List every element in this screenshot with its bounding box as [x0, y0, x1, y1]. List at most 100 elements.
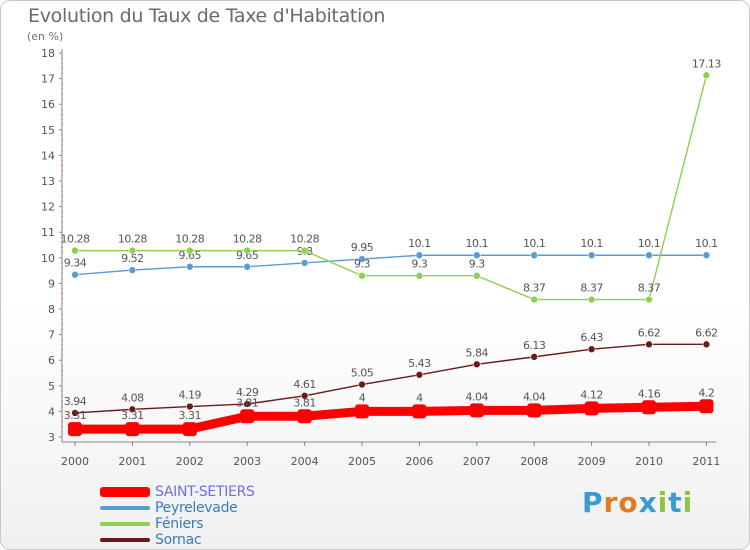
data-point [182, 422, 197, 437]
y-tick-label: 9 [48, 277, 55, 290]
y-tick-label: 17 [41, 73, 55, 86]
data-point [472, 360, 481, 369]
x-tick-label: 2000 [61, 455, 89, 468]
legend-swatch [100, 487, 150, 497]
legend-swatch [100, 522, 150, 526]
data-point [297, 409, 312, 424]
data-label: 10.28 [118, 233, 147, 246]
data-point [128, 266, 137, 274]
data-point [358, 271, 366, 280]
data-label: 4.12 [580, 388, 603, 401]
data-point [186, 246, 194, 255]
data-point [702, 340, 711, 349]
legend-item: Féniers [100, 516, 255, 532]
data-label: 9.95 [351, 241, 374, 254]
chart-legend: SAINT-SETIERS Peyrelevade Féniers Sornac [100, 484, 255, 548]
data-point [645, 251, 653, 260]
data-point [702, 71, 711, 80]
data-point [642, 400, 656, 415]
series-line [70, 401, 711, 434]
data-point [702, 251, 711, 260]
data-label: 4.2 [698, 386, 714, 399]
logo-letter: i [682, 486, 694, 519]
y-tick-label: 7 [48, 329, 55, 342]
data-point [125, 422, 140, 437]
legend-label: Féniers [155, 516, 204, 532]
y-tick-label: 11 [41, 226, 55, 239]
data-label: 8.37 [523, 282, 546, 295]
data-point [71, 246, 79, 255]
x-tick-label: 2005 [348, 455, 376, 468]
data-point [186, 262, 194, 271]
data-label: 3.31 [121, 409, 144, 422]
data-label: 3.31 [179, 409, 202, 422]
data-label: 9.52 [121, 252, 144, 265]
data-label: 3.81 [293, 396, 316, 409]
series-line [74, 343, 708, 414]
x-tick-label: 2001 [118, 455, 146, 468]
data-label: 4.08 [121, 391, 144, 404]
x-tick-label: 2009 [578, 455, 606, 468]
data-label: 6.13 [523, 339, 546, 352]
data-point [243, 400, 251, 408]
data-label: 10.28 [290, 233, 319, 246]
x-tick-label: 2007 [463, 455, 491, 468]
series-line [74, 254, 708, 276]
data-label: 4.29 [236, 386, 259, 399]
data-point [412, 404, 427, 419]
data-point [584, 401, 599, 416]
y-tick-label: 12 [41, 201, 55, 214]
series-peyrelevade: 9.349.529.659.659.89.9510.110.110.110.11… [64, 237, 718, 279]
y-tick-label: 18 [41, 47, 55, 60]
data-label: 10.28 [175, 233, 204, 246]
data-point [415, 271, 424, 280]
logo-letter: i [657, 486, 669, 519]
data-point [699, 399, 714, 414]
x-tick-label: 2003 [233, 455, 261, 468]
data-label: 9.65 [179, 249, 202, 262]
legend-item: Peyrelevade [100, 500, 255, 516]
data-point [355, 404, 369, 419]
x-tick-label: 2011 [692, 455, 720, 468]
y-tick-label: 3 [48, 431, 55, 444]
legend-swatch [100, 506, 150, 510]
data-point [527, 403, 542, 418]
chart-title: Evolution du Taux de Taxe d'Habitation [28, 5, 386, 27]
data-point [68, 422, 82, 437]
logo-letter: r [603, 486, 619, 519]
data-label: 4 [359, 391, 366, 404]
data-point [472, 251, 481, 260]
data-label: 9.3 [411, 258, 427, 271]
legend-label: Sornac [155, 532, 202, 548]
data-point [243, 262, 251, 271]
data-label: 17.13 [692, 57, 721, 70]
data-label: 4.16 [638, 387, 661, 400]
data-point [128, 246, 137, 255]
data-label: 3.94 [64, 395, 87, 408]
proxiti-logo: Proxiti [582, 486, 693, 519]
data-label: 8.37 [638, 282, 661, 295]
data-point [587, 295, 596, 304]
x-tick-label: 2006 [405, 455, 433, 468]
data-point [128, 405, 137, 414]
data-point [71, 409, 79, 417]
data-label: 4.61 [293, 378, 316, 391]
data-label: 5.84 [466, 346, 489, 359]
data-point [71, 270, 79, 279]
data-label: 4.04 [466, 390, 489, 403]
data-label: 9.3 [354, 258, 370, 271]
data-point [530, 295, 539, 304]
data-point [243, 246, 251, 255]
data-label: 6.62 [638, 326, 661, 339]
data-label: 5.05 [351, 367, 374, 380]
data-label: 10.1 [466, 237, 489, 250]
data-label: 10.1 [408, 237, 431, 250]
data-point [300, 391, 309, 400]
y-tick-label: 5 [48, 380, 55, 393]
logo-letter: x [638, 486, 658, 519]
x-tick-label: 2010 [635, 455, 663, 468]
data-label: 10.1 [695, 237, 718, 250]
data-point [530, 353, 539, 361]
data-label: 10.28 [233, 233, 262, 246]
